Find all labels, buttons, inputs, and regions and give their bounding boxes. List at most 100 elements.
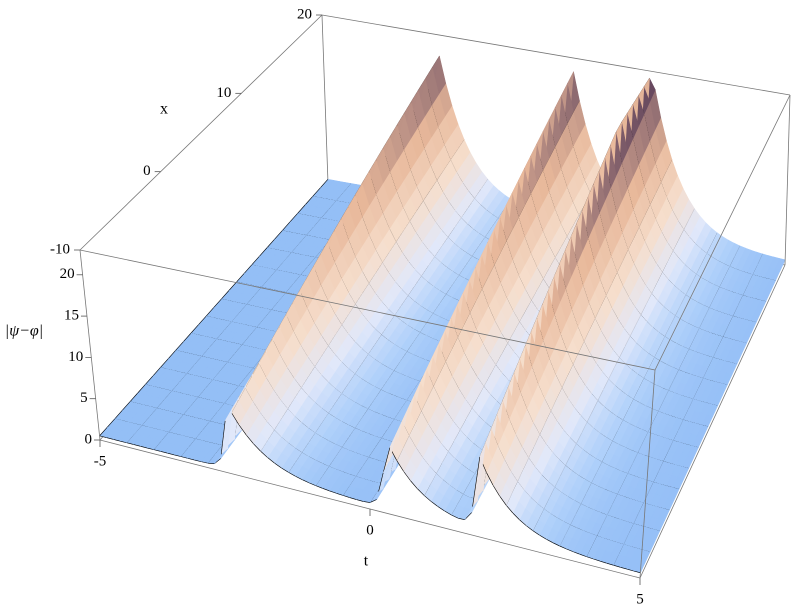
mesh-line bbox=[437, 506, 445, 512]
box-edge bbox=[321, 14, 791, 96]
mesh-line bbox=[160, 358, 169, 368]
mesh-line bbox=[167, 452, 174, 456]
mesh-line bbox=[137, 384, 146, 394]
mesh-line bbox=[133, 444, 141, 447]
mesh-line bbox=[251, 256, 260, 266]
mesh-line bbox=[322, 488, 330, 492]
tick-label: 10 bbox=[68, 349, 83, 365]
mesh-line bbox=[289, 213, 298, 223]
mesh-line bbox=[175, 341, 184, 351]
mesh-line bbox=[620, 566, 627, 570]
mesh-line bbox=[566, 548, 574, 552]
mesh-line bbox=[114, 410, 123, 419]
mesh-line bbox=[213, 298, 222, 308]
mesh-line bbox=[180, 456, 188, 459]
box-edge bbox=[784, 94, 791, 266]
mesh-line bbox=[304, 196, 313, 206]
mesh-line bbox=[633, 570, 641, 574]
mesh-line bbox=[146, 447, 154, 450]
mesh-line bbox=[525, 525, 533, 531]
mesh-line bbox=[301, 479, 310, 483]
mesh-line bbox=[315, 485, 323, 489]
mesh-line bbox=[238, 424, 247, 436]
mesh-line bbox=[245, 434, 254, 444]
mesh-line bbox=[471, 456, 481, 513]
mesh-line bbox=[492, 484, 500, 497]
mesh-line bbox=[160, 451, 168, 454]
mesh-line bbox=[606, 562, 614, 566]
mesh-line bbox=[297, 204, 306, 214]
box-edge bbox=[639, 264, 786, 579]
mesh-line bbox=[486, 472, 494, 486]
mesh-line bbox=[205, 307, 214, 317]
mesh-line bbox=[281, 467, 289, 473]
mesh-line bbox=[410, 480, 418, 489]
box-edge bbox=[654, 94, 791, 371]
tick-label: 5 bbox=[80, 390, 88, 406]
mesh-line bbox=[106, 418, 116, 428]
mesh-line bbox=[267, 457, 275, 464]
mesh-line bbox=[113, 439, 120, 442]
surface bbox=[99, 55, 786, 574]
mesh-line bbox=[579, 553, 587, 557]
mesh-line bbox=[613, 564, 621, 568]
mesh-line bbox=[152, 367, 161, 377]
mesh-line bbox=[505, 504, 514, 514]
mesh-line bbox=[369, 499, 377, 503]
mesh-line bbox=[552, 542, 560, 547]
mesh-line bbox=[153, 449, 161, 452]
mesh-line bbox=[194, 459, 202, 462]
mesh-line bbox=[266, 239, 275, 248]
tick-label: 5 bbox=[636, 591, 644, 607]
y-axis-title: x bbox=[160, 101, 168, 118]
mesh-line bbox=[99, 435, 107, 438]
mesh-line bbox=[281, 221, 291, 231]
mesh-line bbox=[382, 447, 391, 474]
mesh-line bbox=[363, 501, 370, 503]
mesh-line bbox=[356, 499, 364, 502]
mesh-line bbox=[260, 450, 268, 458]
mesh-line bbox=[457, 517, 465, 520]
box-edge bbox=[639, 369, 656, 579]
mesh-line bbox=[126, 442, 134, 445]
tick-label: 20 bbox=[297, 6, 312, 22]
mesh-line bbox=[499, 495, 507, 506]
mesh-line bbox=[259, 247, 268, 257]
mesh-line bbox=[106, 437, 114, 440]
mesh-line bbox=[200, 461, 208, 464]
mesh-line bbox=[167, 350, 176, 360]
mesh-line bbox=[599, 560, 607, 564]
mesh-line bbox=[243, 264, 252, 274]
mesh-line bbox=[140, 445, 147, 449]
mesh-line bbox=[187, 457, 195, 461]
mesh-line bbox=[295, 475, 303, 480]
z-axis-title: |ψ−φ| bbox=[5, 323, 43, 340]
mesh-line bbox=[545, 538, 553, 543]
tick-label: 0 bbox=[366, 522, 374, 538]
box-edge bbox=[321, 14, 329, 184]
mesh-line bbox=[231, 412, 240, 425]
mesh-line bbox=[320, 179, 329, 189]
mesh-line bbox=[539, 534, 547, 540]
mesh-line bbox=[145, 375, 154, 385]
box-edge bbox=[79, 249, 101, 441]
mesh-line bbox=[559, 545, 567, 550]
mesh-line bbox=[288, 472, 296, 477]
mesh-line bbox=[253, 443, 261, 452]
mesh-line bbox=[444, 510, 452, 516]
mesh-line bbox=[274, 462, 282, 469]
mesh-line bbox=[183, 333, 192, 343]
tick-label: 0 bbox=[85, 431, 93, 447]
mesh-line bbox=[451, 514, 459, 519]
mesh-line bbox=[220, 420, 226, 459]
mesh-line bbox=[396, 460, 404, 472]
mesh-line bbox=[403, 471, 411, 481]
mesh-line bbox=[228, 281, 237, 291]
mesh-line bbox=[423, 495, 432, 502]
mesh-line bbox=[308, 482, 316, 486]
mesh-line bbox=[335, 492, 343, 496]
tick-label: -10 bbox=[50, 241, 70, 257]
mesh-line bbox=[586, 556, 594, 560]
tick-label: 10 bbox=[216, 85, 231, 101]
